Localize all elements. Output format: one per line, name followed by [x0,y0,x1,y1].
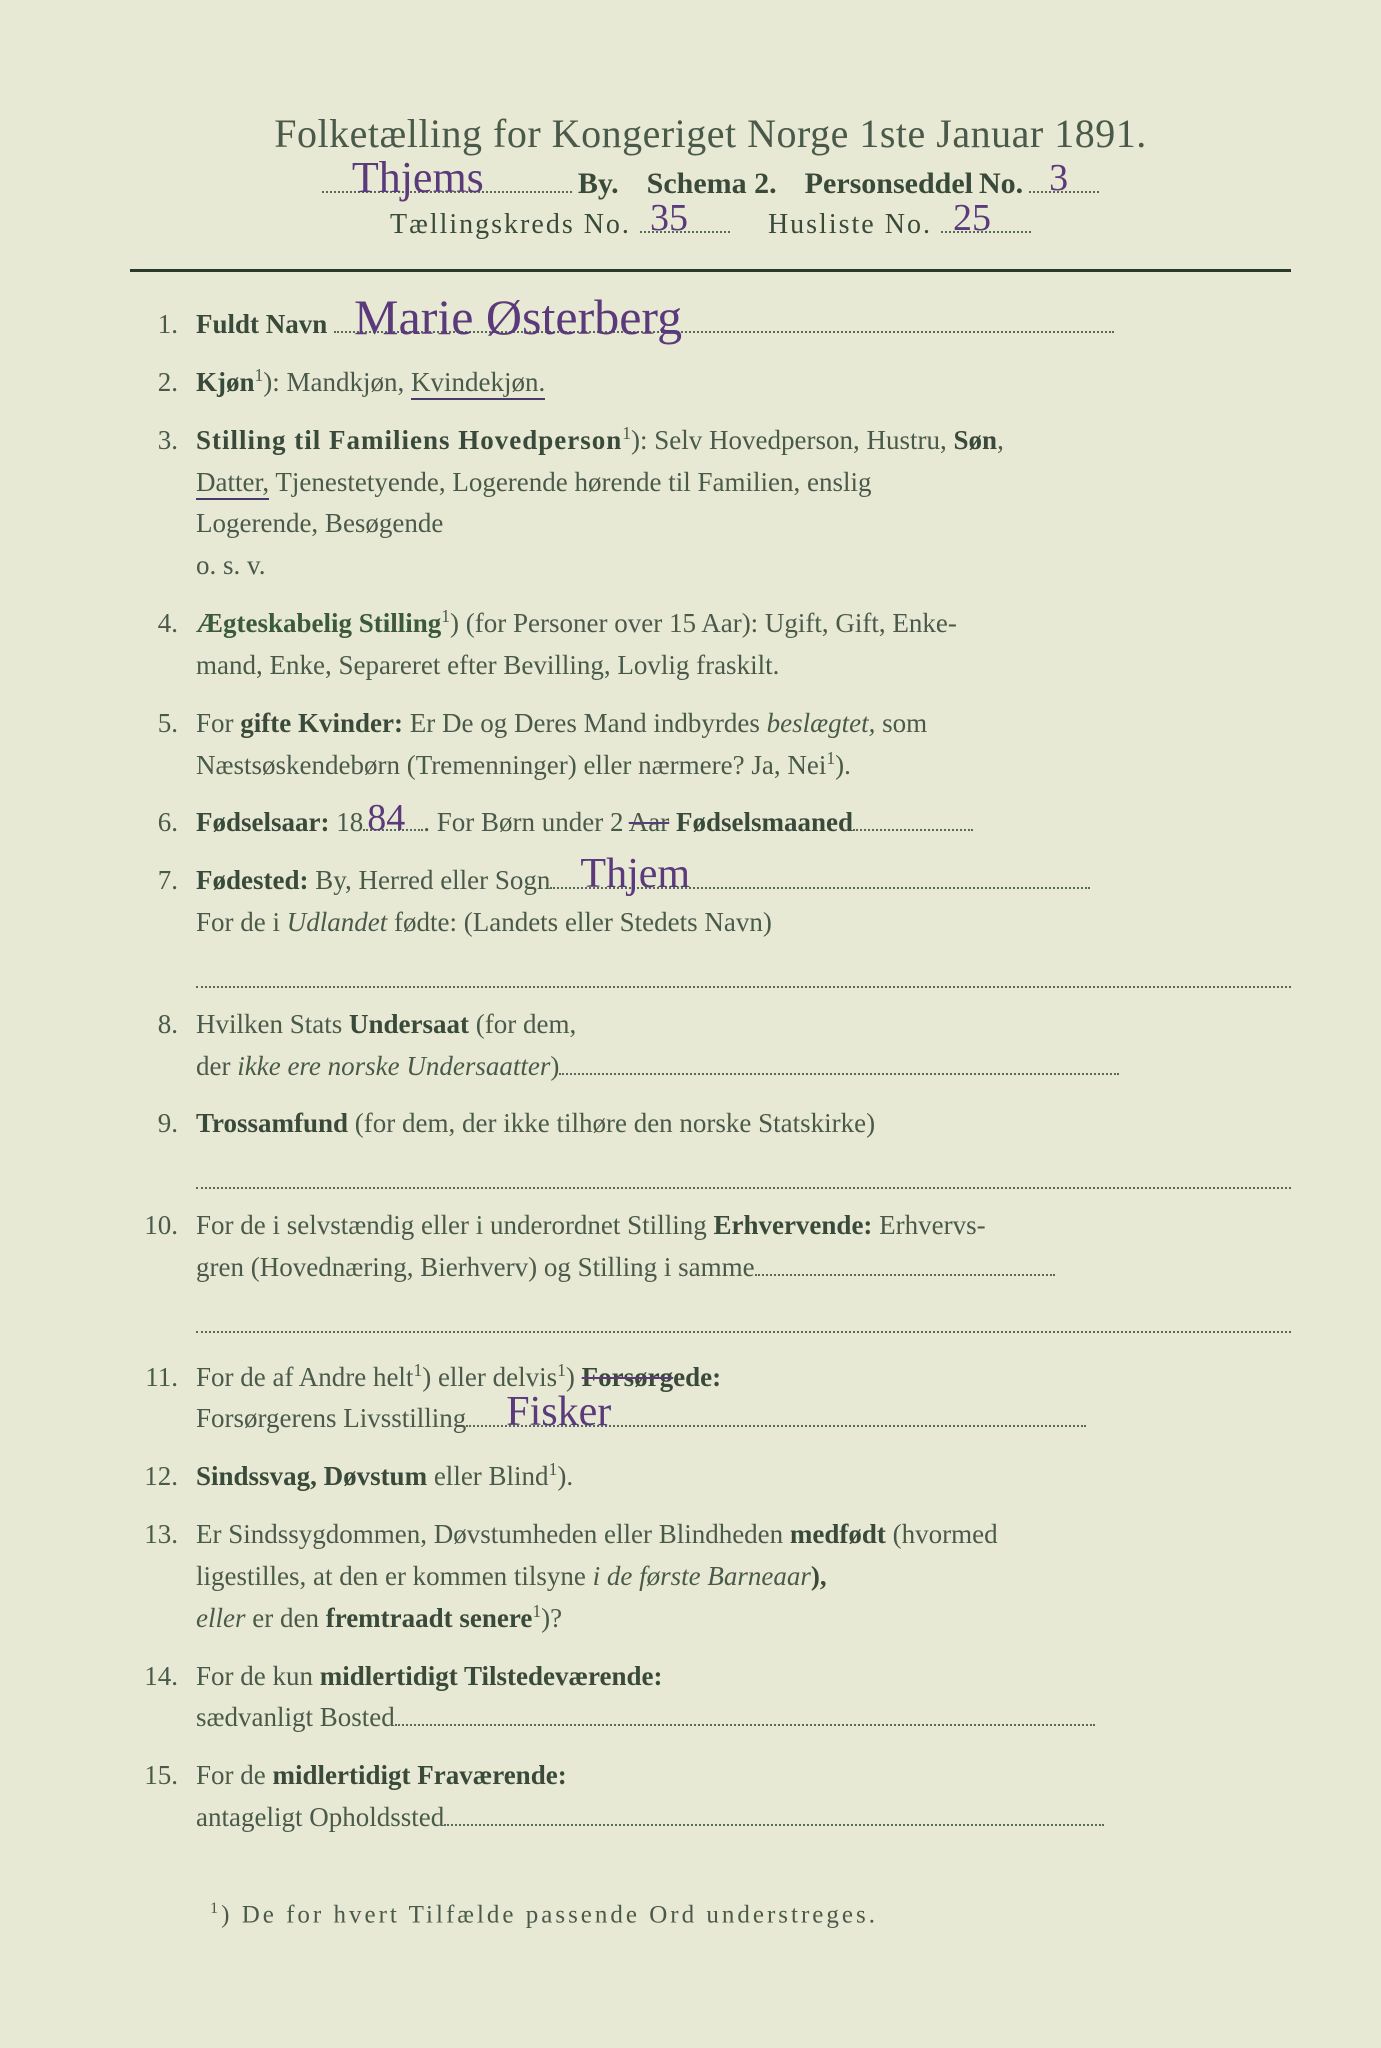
row-num: 5. [140,703,196,745]
row-13: 13. Er Sindssygdommen, Døvstumheden elle… [140,1514,1291,1640]
schema-label: Schema 2. [647,167,777,201]
provider-hw: Fisker [506,1396,611,1430]
row-num: 4. [140,603,196,645]
row-num: 10. [140,1205,196,1247]
row-8: 8. Hvilken Stats Undersaat (for dem, der… [140,1004,1291,1088]
name-value: Marie Østerberg [354,297,682,337]
row-10: 10. For de i selvstændig eller i underor… [140,1205,1291,1332]
no-label: No. [979,167,1023,201]
by-label: By. [578,167,619,201]
label: Fuldt Navn [196,309,327,339]
row-num: 3. [140,420,196,462]
row-content: Ægteskabelig Stilling1) (for Personer ov… [196,603,1291,687]
label: Ægteskabelig Stilling [196,608,441,638]
divider-rule [130,269,1291,272]
dotted-line [196,1295,1291,1333]
dotted-line [196,950,1291,988]
row-num: 7. [140,860,196,902]
row-7: 7. Fødested: By, Herred eller SognThjem … [140,860,1291,987]
row-15: 15. For de midlertidigt Fraværende: anta… [140,1755,1291,1839]
underlined-value: Kvindekjøn. [411,367,545,400]
label: Kjøn [196,367,255,397]
third-row: Tællingskreds No. 35 Husliste No. 25 [130,209,1291,241]
birthplace-hw: Thjem [580,858,690,892]
personseddel-label: Personseddel [805,167,973,201]
row-num: 14. [140,1656,196,1698]
row-num: 13. [140,1514,196,1556]
personseddel-no: 3 [1049,163,1068,193]
husliste-no: 25 [953,203,991,233]
city-handwritten: Thjems [352,160,484,195]
row-1: 1. Fuldt Navn Marie Østerberg [140,304,1291,346]
label: Fødested: [196,865,308,895]
row-content: Trossamfund (for dem, der ikke tilhøre d… [196,1103,1291,1189]
row-num: 11. [140,1357,196,1399]
subtitle-row: Thjems By. Schema 2. Personseddel No. 3 [130,167,1291,201]
row-content: For de af Andre helt1) eller delvis1) Fo… [196,1357,1291,1441]
city-field: Thjems [322,191,572,193]
row-content: For gifte Kvinder: Er De og Deres Mand i… [196,703,1291,787]
row-3: 3. Stilling til Familiens Hovedperson1):… [140,420,1291,587]
row-num: 15. [140,1755,196,1797]
kreds-label: Tællingskreds No. [390,209,631,240]
row-content: Stilling til Familiens Hovedperson1): Se… [196,420,1291,587]
row-11: 11. For de af Andre helt1) eller delvis1… [140,1357,1291,1441]
row-9: 9. Trossamfund (for dem, der ikke tilhør… [140,1103,1291,1189]
main-title: Folketælling for Kongeriget Norge 1ste J… [130,110,1291,157]
row-content: Fødselsaar: 1884. For Børn under 2 Aar F… [196,802,1291,844]
row-2: 2. Kjøn1): Mandkjøn, Kvindekjøn. [140,362,1291,404]
year-hw: 84 [367,803,405,833]
row-6: 6. Fødselsaar: 1884. For Børn under 2 Aa… [140,802,1291,844]
husliste-label: Husliste No. [768,209,932,240]
row-content: Hvilken Stats Undersaat (for dem, der ik… [196,1004,1291,1088]
row-content: Fuldt Navn Marie Østerberg [196,304,1291,346]
row-num: 8. [140,1004,196,1046]
underlined-value: Datter, [196,467,269,500]
row-content: For de kun midlertidigt Tilstedeværende:… [196,1656,1291,1740]
name-field: Marie Østerberg [334,331,1114,333]
row-content: Er Sindssygdommen, Døvstumheden eller Bl… [196,1514,1291,1640]
label: Fødselsaar: [196,807,329,837]
dotted-line [196,1151,1291,1189]
row-num: 9. [140,1103,196,1145]
row-14: 14. For de kun midlertidigt Tilstedevære… [140,1656,1291,1740]
row-12: 12. Sindssvag, Døvstum eller Blind1). [140,1456,1291,1498]
row-num: 12. [140,1456,196,1498]
row-num: 1. [140,304,196,346]
kreds-field: 35 [640,231,730,233]
row-content: For de i selvstændig eller i underordnet… [196,1205,1291,1332]
form-header: Folketælling for Kongeriget Norge 1ste J… [130,110,1291,241]
row-content: Sindssvag, Døvstum eller Blind1). [196,1456,1291,1498]
row-5: 5. For gifte Kvinder: Er De og Deres Man… [140,703,1291,787]
label: Stilling til Familiens Hovedperson [196,425,622,455]
row-4: 4. Ægteskabelig Stilling1) (for Personer… [140,603,1291,687]
row-content: Kjøn1): Mandkjøn, Kvindekjøn. [196,362,1291,404]
row-content: For de midlertidigt Fraværende: antageli… [196,1755,1291,1839]
husliste-field: 25 [941,231,1031,233]
footnote: 1) De for hvert Tilfælde passende Ord un… [210,1899,1291,1929]
kreds-no: 35 [650,203,688,233]
row-num: 2. [140,362,196,404]
form-body: 1. Fuldt Navn Marie Østerberg 2. Kjøn1):… [130,304,1291,1839]
row-num: 6. [140,802,196,844]
personseddel-no-field: 3 [1029,191,1099,193]
row-content: Fødested: By, Herred eller SognThjem For… [196,860,1291,987]
